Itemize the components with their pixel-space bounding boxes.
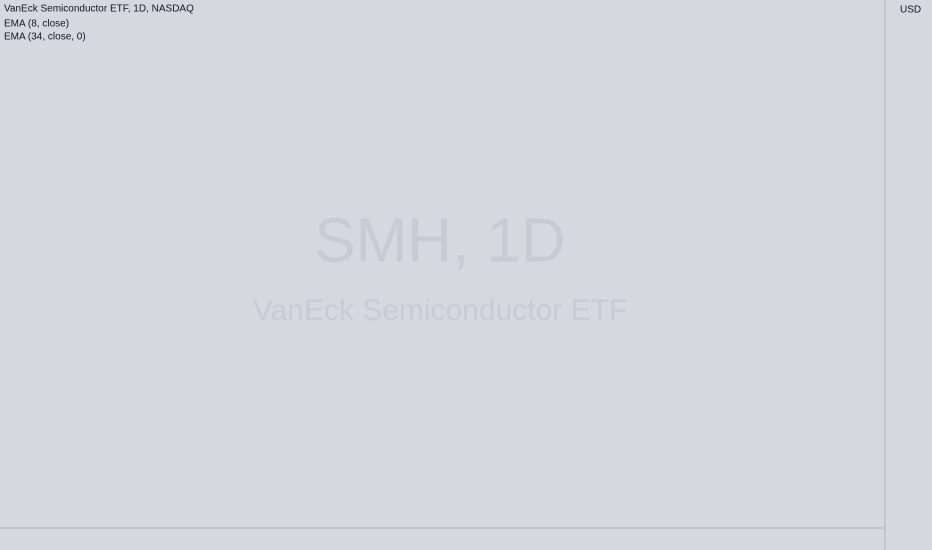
currency-label: USD <box>900 5 921 16</box>
chart-title: VanEck Semiconductor ETF, 1D, NASDAQ <box>4 4 194 15</box>
watermark-name: VanEck Semiconductor ETF <box>253 294 628 327</box>
indicator-label: EMA (34, close, 0) <box>4 32 86 43</box>
watermark: SMH, 1D VanEck Semiconductor ETF <box>253 206 628 327</box>
indicator-label: EMA (8, close) <box>4 19 69 30</box>
watermark-symbol: SMH, 1D <box>314 206 565 275</box>
